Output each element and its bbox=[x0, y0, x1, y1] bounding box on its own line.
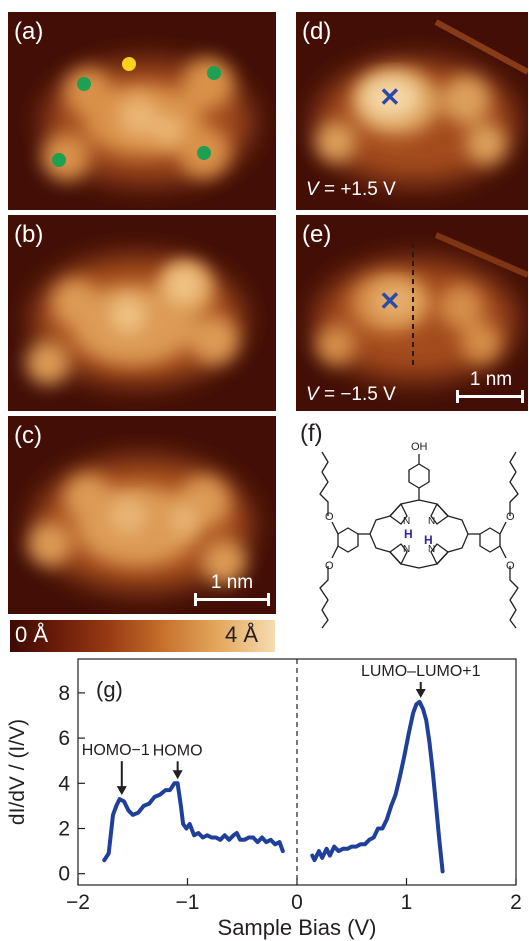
y-tick-label: 6 bbox=[58, 727, 70, 750]
voltage-value: = +1.5 V bbox=[318, 179, 396, 200]
atom-oh: OH bbox=[411, 441, 428, 453]
green-marker bbox=[207, 66, 221, 80]
stm-image-d: (d) ✕ V = +1.5 V bbox=[296, 12, 528, 210]
height-colorbar bbox=[10, 620, 275, 652]
panel-label-b: (b) bbox=[14, 221, 44, 248]
voltage-symbol: V bbox=[306, 384, 319, 405]
green-marker bbox=[77, 77, 91, 91]
atom-n: N bbox=[428, 544, 435, 555]
bias-label-e: V = −1.5 V bbox=[306, 385, 396, 404]
stm-topography-d bbox=[316, 19, 528, 184]
voltage-value: = −1.5 V bbox=[318, 384, 396, 405]
spectrum-line bbox=[102, 781, 285, 863]
x-tick-label: 0 bbox=[291, 891, 303, 914]
cross-marker: ✕ bbox=[379, 82, 401, 112]
y-tick-label: 4 bbox=[58, 772, 70, 795]
stm-image-a: (a) bbox=[8, 12, 276, 210]
stm-topography-c bbox=[28, 458, 251, 590]
panel-label-e: (e) bbox=[302, 221, 332, 248]
green-marker bbox=[52, 153, 66, 167]
atom-n: N bbox=[428, 516, 435, 527]
x-axis-label: Sample Bias (V) bbox=[218, 915, 377, 940]
arrow-head bbox=[116, 786, 127, 796]
y-axis-label: dI/dV / (I/V) bbox=[6, 719, 29, 825]
stm-topography-e bbox=[316, 232, 528, 380]
scale-bar-label: 1 nm bbox=[210, 572, 254, 593]
y-tick-label: 8 bbox=[58, 682, 70, 705]
panel-label-f: (f) bbox=[300, 420, 323, 447]
voltage-symbol: V bbox=[306, 179, 319, 200]
panel-label-a: (a) bbox=[14, 18, 44, 45]
spectrum-line bbox=[310, 699, 445, 874]
arrow-head bbox=[415, 688, 426, 698]
green-marker bbox=[197, 146, 211, 160]
annotation-label: LUMO–LUMO+1 bbox=[361, 663, 481, 680]
nh-hydrogen: H bbox=[404, 527, 413, 541]
stm-topography-b bbox=[26, 256, 243, 385]
stm-image-e: (e) ✕ V = −1.5 V 1 nm bbox=[296, 215, 528, 411]
scale-bar-label: 1 nm bbox=[469, 369, 513, 390]
y-tick-label: 0 bbox=[58, 863, 70, 886]
chart-panel-label: (g) bbox=[96, 677, 123, 702]
colorbar-max-label: 4 Å bbox=[225, 622, 259, 647]
x-tick-label: −2 bbox=[66, 891, 90, 914]
arrow-head bbox=[172, 770, 183, 780]
stm-image-b: (b) bbox=[8, 215, 276, 411]
stm-image-c: (c) 1 nm bbox=[8, 416, 276, 614]
stm-topography-a bbox=[42, 58, 253, 184]
x-tick-label: −1 bbox=[176, 891, 200, 914]
atom-o: O bbox=[506, 560, 515, 572]
annotation-label: HOMO−1 bbox=[82, 742, 150, 759]
atom-n: N bbox=[403, 544, 410, 555]
x-tick-label: 1 bbox=[401, 891, 413, 914]
panel-label-d: (d) bbox=[302, 18, 332, 45]
panel-label-c: (c) bbox=[14, 422, 42, 449]
atom-o: O bbox=[325, 511, 334, 523]
atom-n: N bbox=[403, 516, 410, 527]
atom-o: O bbox=[506, 511, 515, 523]
atom-o: O bbox=[325, 560, 334, 572]
x-tick-label: 2 bbox=[510, 891, 522, 914]
scale-bar bbox=[194, 593, 270, 606]
annotation-label: HOMO bbox=[153, 742, 203, 759]
cross-marker: ✕ bbox=[379, 286, 401, 316]
yellow-marker bbox=[122, 57, 136, 71]
nh-hydrogen: H bbox=[424, 533, 433, 547]
colorbar-min-label: 0 Å bbox=[15, 622, 49, 647]
bias-label-d: V = +1.5 V bbox=[306, 180, 396, 199]
porphyrin-structure: OH O O O O N N N N H H bbox=[319, 441, 519, 629]
scale-bar bbox=[456, 390, 524, 403]
y-tick-label: 2 bbox=[58, 818, 70, 841]
